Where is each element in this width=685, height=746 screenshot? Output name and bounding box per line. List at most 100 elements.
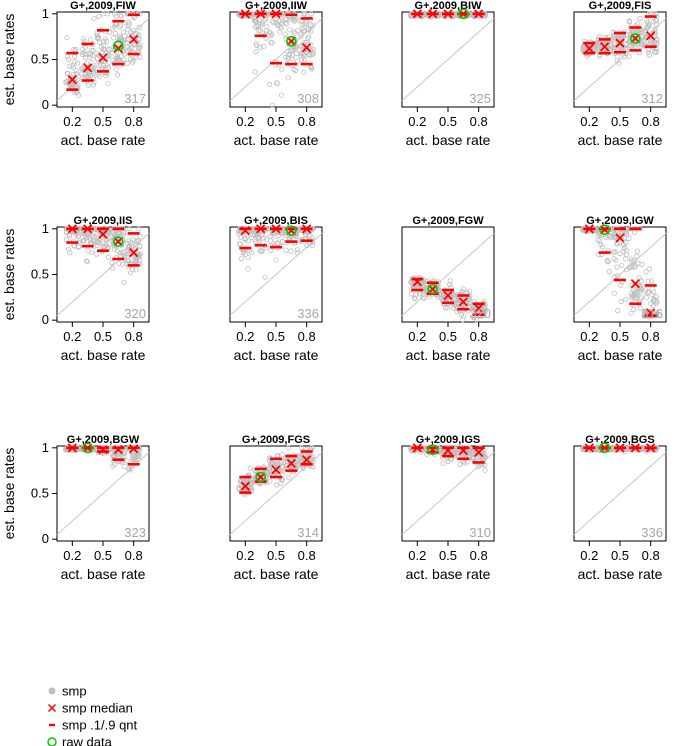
- sample-point: [614, 264, 620, 270]
- sample-point: [294, 250, 300, 256]
- x-axis: 0.2 0.5 0.8: [236, 322, 316, 344]
- x-axis-label: act. base rate: [234, 132, 319, 148]
- median-marker: [474, 9, 484, 19]
- panel-title: G+,2009,BIS: [244, 215, 308, 227]
- sample-point: [291, 30, 298, 36]
- x-axis: 0.2 0.5 0.8: [408, 322, 488, 344]
- median-stroke: [67, 224, 77, 234]
- median-marker: [83, 224, 93, 234]
- median-stroke: [600, 225, 610, 235]
- x-axis: 0.2 0.5 0.8: [236, 107, 316, 129]
- sample-point: [66, 56, 72, 62]
- sample-point: [133, 38, 139, 45]
- legend-label: smp median: [62, 701, 133, 716]
- median-stroke: [302, 42, 312, 53]
- sample-point: [595, 237, 601, 243]
- median-marker: [83, 443, 93, 453]
- panel-title: G+,2009,FGS: [242, 434, 310, 446]
- sample-point: [245, 255, 251, 261]
- sample-point: [294, 247, 301, 253]
- sample-point: [91, 16, 97, 22]
- sample-point: [618, 298, 624, 305]
- sample-point: [269, 102, 276, 108]
- median-marker: [615, 38, 625, 48]
- sample-point: [126, 466, 132, 472]
- sample-point: [88, 47, 94, 53]
- identity-diagonal: [401, 233, 495, 316]
- sample-point: [635, 39, 641, 45]
- sample-point: [72, 59, 78, 65]
- sample-point: [109, 259, 115, 266]
- median-marker: [443, 290, 453, 301]
- sample-point: [461, 313, 467, 319]
- sample-point: [106, 52, 112, 59]
- sample-point: [107, 29, 113, 36]
- sample-point: [482, 467, 488, 473]
- sample-point: [643, 269, 649, 275]
- x-axis: 0.2 0.5 0.8: [580, 541, 660, 563]
- sample-point: [259, 248, 265, 254]
- median-stroke: [129, 34, 139, 45]
- sample-point: [82, 230, 88, 236]
- sample-point: [266, 81, 273, 88]
- sample-point: [654, 299, 660, 305]
- median-stroke: [83, 443, 93, 453]
- sample-point: [264, 24, 270, 30]
- sample-point: [83, 54, 89, 61]
- sample-point: [127, 56, 133, 62]
- sample-point: [85, 248, 91, 254]
- median-marker: [428, 9, 438, 19]
- x-tick-label: 0.5: [439, 329, 457, 344]
- sample-point: [302, 231, 309, 237]
- median-marker: [615, 233, 625, 243]
- sample-point: [136, 24, 142, 30]
- sample-point: [88, 37, 94, 43]
- sample-point: [249, 486, 255, 492]
- panel: G+,2009,BIS 336 0.2 0.5 0.8 act. base rate: [229, 215, 323, 363]
- identity-diagonal: [401, 18, 495, 101]
- sample-point: [112, 11, 118, 17]
- median-marker: [600, 225, 610, 235]
- sample-point: [271, 20, 277, 26]
- sample-point: [646, 52, 653, 58]
- median-stroke: [113, 43, 123, 54]
- median-stroke: [98, 53, 108, 63]
- sample-point: [247, 465, 253, 471]
- median-stroke: [443, 290, 453, 301]
- sample-point: [136, 226, 142, 232]
- sample-point: [80, 36, 86, 42]
- sample-point: [267, 238, 274, 244]
- sample-point: [637, 296, 644, 302]
- sample-point: [113, 66, 119, 72]
- x-axis: 0.2 0.5 0.8: [63, 541, 143, 563]
- sample-point: [114, 55, 120, 62]
- sample-point: [651, 18, 657, 25]
- identity-diagonal: [573, 233, 667, 316]
- y-axis-label: est. base rates: [1, 448, 17, 540]
- median-marker: [286, 458, 296, 468]
- sample-point: [137, 258, 143, 264]
- sample-point: [106, 46, 112, 52]
- median-marker: [256, 224, 266, 234]
- median-marker: [256, 9, 266, 19]
- sample-point: [635, 260, 641, 266]
- median-marker: [302, 42, 312, 53]
- sample-point: [654, 40, 660, 46]
- y-axis-label: est. base rates: [1, 14, 17, 106]
- sample-point: [285, 445, 291, 451]
- sample-point: [310, 46, 316, 53]
- raw-data-point: [427, 283, 438, 295]
- sample-point: [274, 482, 280, 488]
- sample-point: [130, 237, 136, 243]
- sample-point: [619, 262, 625, 268]
- median-stroke: [67, 74, 77, 85]
- sample-point: [117, 13, 123, 19]
- median-stroke: [240, 9, 250, 19]
- sample-size-label: 325: [469, 91, 491, 106]
- median-stroke: [412, 9, 422, 19]
- median-stroke: [428, 9, 438, 19]
- sample-point: [258, 248, 264, 254]
- sample-point: [285, 56, 291, 62]
- sample-point: [75, 82, 81, 88]
